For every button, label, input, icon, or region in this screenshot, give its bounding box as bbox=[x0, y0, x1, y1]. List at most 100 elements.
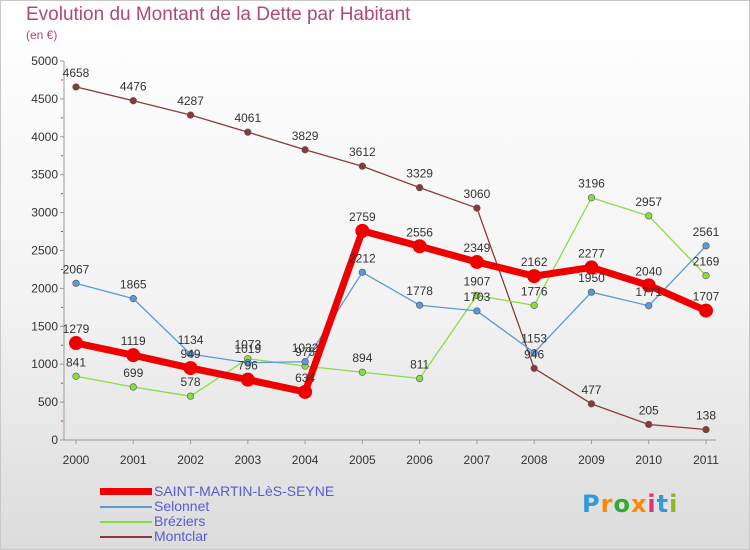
series-line-0 bbox=[72, 227, 710, 396]
data-point-0-9 bbox=[584, 260, 599, 275]
y-tick-label: 0 bbox=[51, 433, 58, 447]
data-label-2-0: 841 bbox=[66, 355, 86, 369]
data-point-0-5 bbox=[355, 223, 370, 238]
data-label-3-0: 4658 bbox=[63, 66, 90, 80]
data-label-0-9: 2277 bbox=[578, 246, 605, 260]
series-line-3 bbox=[75, 86, 707, 431]
legend-label-2: Bréziers bbox=[154, 513, 206, 529]
x-tick-label: 2006 bbox=[406, 453, 433, 467]
data-point-3-7 bbox=[473, 204, 481, 212]
data-point-1-2 bbox=[186, 350, 195, 358]
data-point-1-0 bbox=[72, 279, 80, 287]
data-point-1-4 bbox=[301, 358, 309, 366]
data-label-0-8: 2162 bbox=[521, 255, 548, 269]
data-point-2-1 bbox=[129, 383, 137, 391]
data-point-1-5 bbox=[358, 268, 366, 276]
data-label-0-7: 2349 bbox=[464, 241, 491, 255]
data-label-2-1: 699 bbox=[123, 366, 143, 380]
x-tick-label: 2005 bbox=[349, 453, 376, 467]
data-label-1-6: 1778 bbox=[406, 284, 433, 298]
data-point-3-5 bbox=[358, 162, 366, 170]
data-point-0-6 bbox=[412, 239, 427, 254]
data-label-1-0: 2067 bbox=[63, 262, 90, 276]
legend-swatch-3 bbox=[100, 535, 152, 538]
data-point-0-7 bbox=[469, 254, 484, 269]
data-label-1-5: 2212 bbox=[349, 251, 376, 265]
data-point-0-1 bbox=[126, 348, 141, 363]
data-point-0-0 bbox=[69, 336, 83, 351]
legend-label-1: Selonnet bbox=[154, 498, 210, 514]
legend-item-2: Bréziers bbox=[100, 514, 334, 529]
data-label-2-4: 975 bbox=[295, 345, 315, 359]
data-label-0-3: 796 bbox=[238, 359, 258, 373]
data-point-2-10 bbox=[645, 212, 653, 220]
y-tick-label: 3500 bbox=[31, 168, 58, 182]
data-point-0-3 bbox=[240, 372, 255, 387]
data-label-3-5: 3612 bbox=[349, 145, 376, 159]
logo-letter: r bbox=[600, 490, 614, 518]
data-point-0-11 bbox=[699, 303, 713, 318]
data-point-2-0 bbox=[72, 372, 80, 380]
y-tick-label: 2500 bbox=[31, 244, 58, 258]
y-tick-label: 3000 bbox=[31, 206, 58, 220]
logo-letter: P bbox=[582, 490, 601, 518]
data-label-3-2: 4287 bbox=[177, 94, 204, 108]
data-label-0-10: 2040 bbox=[635, 264, 662, 278]
data-label-2-2: 578 bbox=[181, 375, 201, 389]
data-point-1-10 bbox=[645, 302, 653, 310]
logo-letter: i bbox=[669, 490, 679, 518]
legend-item-1: Selonnet bbox=[100, 499, 334, 514]
proxiti-logo: Proxiti bbox=[582, 490, 678, 518]
data-label-0-11: 1707 bbox=[693, 290, 720, 304]
y-tick-label: 4500 bbox=[31, 92, 58, 106]
data-point-2-11 bbox=[702, 271, 710, 280]
data-label-3-9: 477 bbox=[581, 383, 601, 397]
data-label-1-8: 1153 bbox=[521, 332, 547, 346]
data-label-1-4: 1032 bbox=[292, 341, 319, 355]
series-labels: 1279 1119 949 796 634 2759 2556 2349 2162 2277 204… bbox=[63, 66, 720, 423]
data-label-3-6: 3329 bbox=[406, 167, 433, 181]
axes: 0 500 1000 1500 2000 2500 3000 3500 4000 4500 5000… bbox=[31, 54, 719, 467]
data-point-2-7 bbox=[473, 291, 481, 300]
data-label-3-11: 138 bbox=[696, 409, 716, 423]
logo-letter: x bbox=[630, 490, 648, 518]
chart-title: Evolution du Montant de la Dette par Hab… bbox=[26, 4, 411, 25]
data-point-1-1 bbox=[129, 295, 137, 303]
legend-label-0: SAINT-MARTIN-LèS-SEYNE bbox=[154, 483, 335, 499]
data-label-2-9: 3196 bbox=[578, 177, 605, 191]
data-point-2-5 bbox=[358, 368, 366, 376]
legend-swatch-0 bbox=[100, 488, 152, 495]
data-label-3-7: 3060 bbox=[464, 187, 491, 201]
y-tick-label: 1500 bbox=[31, 319, 58, 333]
legend-swatch-2 bbox=[100, 520, 152, 523]
data-label-1-7: 1703 bbox=[464, 290, 491, 304]
data-label-1-11: 2561 bbox=[693, 225, 720, 239]
logo-letter: o bbox=[613, 490, 631, 518]
series-line-2 bbox=[75, 197, 707, 397]
data-label-1-3: 1019 bbox=[234, 342, 261, 356]
series-line-1 bbox=[75, 245, 707, 364]
x-tick-label: 2001 bbox=[120, 453, 147, 467]
chart-subtitle: (en €) bbox=[26, 28, 58, 42]
x-tick-label: 2003 bbox=[234, 453, 261, 467]
data-label-2-5: 894 bbox=[352, 351, 372, 365]
data-point-3-6 bbox=[416, 184, 424, 192]
data-label-3-3: 4061 bbox=[234, 111, 261, 125]
data-label-3-1: 4476 bbox=[120, 80, 147, 94]
legend-item-3: Montclar bbox=[100, 529, 334, 544]
data-point-1-9 bbox=[587, 288, 596, 296]
x-tick-label: 2008 bbox=[521, 453, 548, 467]
legend: SAINT-MARTIN-LèS-SEYNE Selonnet Bréziers… bbox=[100, 484, 334, 544]
data-point-2-8 bbox=[530, 301, 538, 309]
data-label-0-5: 2759 bbox=[349, 210, 376, 224]
data-point-1-6 bbox=[416, 301, 424, 309]
data-label-1-1: 1865 bbox=[120, 278, 147, 292]
series-lines bbox=[72, 86, 710, 431]
logo-letter: t bbox=[656, 490, 670, 518]
data-label-0-2: 949 bbox=[181, 347, 201, 361]
data-point-1-7 bbox=[473, 307, 481, 315]
x-tick-label: 2004 bbox=[292, 453, 319, 467]
x-tick-label: 2009 bbox=[578, 453, 605, 467]
series-points bbox=[69, 83, 713, 434]
